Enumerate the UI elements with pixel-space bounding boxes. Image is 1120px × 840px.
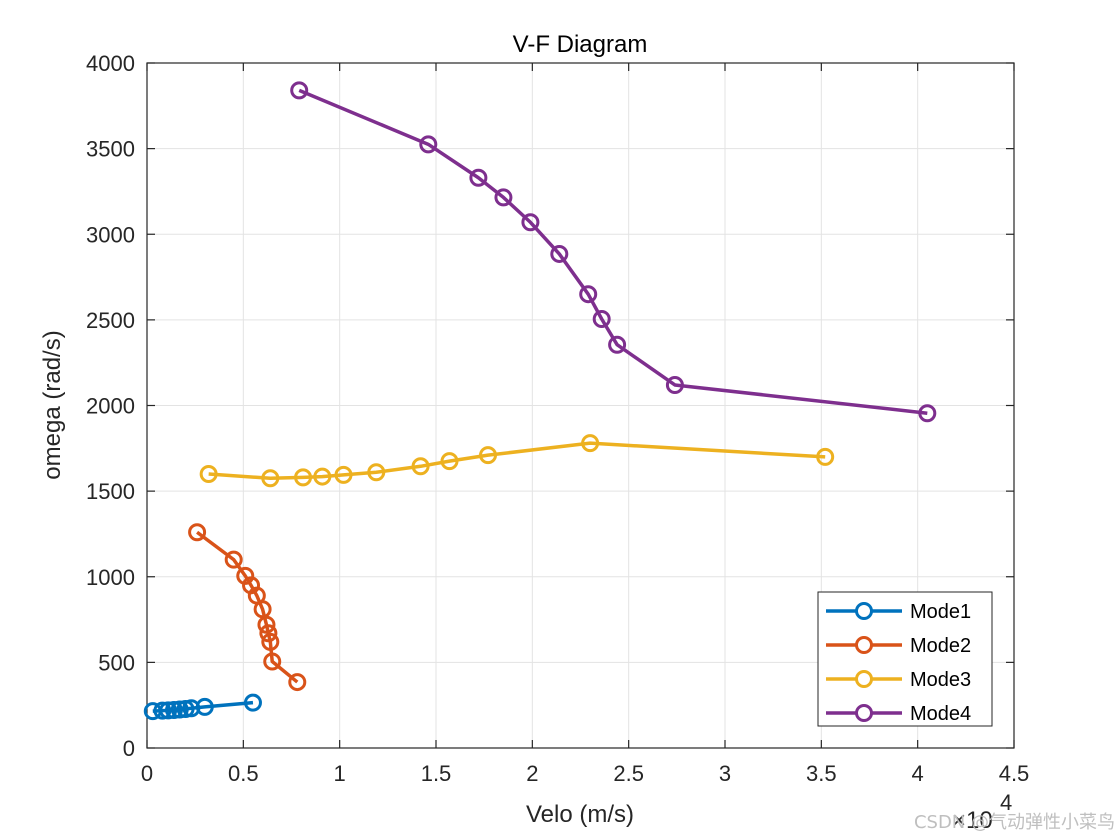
series-line-mode4 [298,88,928,415]
legend-label-mode1: Mode1 [910,601,971,623]
chart-title: V-F Diagram [513,31,648,58]
data-point-mode4 [665,375,684,394]
watermark: CSDN @气动弹性小菜鸟 [914,812,1115,833]
data-point-mode3 [367,463,386,482]
data-point-mode1 [153,701,172,720]
series-mode4 [290,81,937,423]
data-point-mode3 [334,465,353,484]
legend-label-mode3: Mode3 [910,669,971,691]
data-point-mode3 [313,467,332,486]
data-point-mode3 [199,465,218,483]
y-tick-label: 2000 [86,394,135,419]
data-point-mode2 [257,615,276,634]
x-tick-label: 4 [912,761,924,786]
data-point-mode2 [188,523,207,542]
x-tick-label: 3.5 [806,761,837,786]
data-point-mode4 [521,213,540,232]
x-tick-label: 2.5 [613,761,644,786]
data-point-mode3 [581,434,600,453]
data-point-mode1 [243,693,262,712]
y-axis-label: omega (rad/s) [39,330,66,479]
y-tick-label: 4000 [86,51,135,76]
legend-entry-mode4: Mode4 [826,703,971,725]
legend-marker-mode3 [855,670,873,688]
data-point-mode3 [440,452,459,471]
legend-label-mode2: Mode2 [910,635,971,657]
legend-entry-mode3: Mode3 [826,669,971,691]
x-tick-label: 1 [334,761,346,786]
data-point-mode1 [195,697,214,716]
data-point-mode4 [469,168,488,187]
x-scale-exponent: 4 [1000,790,1012,815]
x-tick-label: 0 [141,761,153,786]
series-mode3 [199,434,835,488]
legend-marker-mode2 [855,636,873,654]
data-point-mode3 [816,447,835,466]
legend-entry-mode1: Mode1 [826,601,971,623]
data-point-mode4 [290,81,309,100]
legend-label-mode4: Mode4 [910,703,971,725]
x-tick-label: 1.5 [421,761,452,786]
y-tick-label: 0 [123,736,135,761]
data-point-mode2 [224,550,243,569]
y-tick-label: 2500 [86,308,135,333]
data-point-mode2 [261,632,280,651]
y-axis-ticks: 0 500 1000 1500 2000 2500 3000 3500 4000 [86,51,1014,761]
data-point-mode4 [608,335,627,354]
data-point-mode1 [170,700,189,719]
data-point-mode3 [294,468,313,487]
data-point-mode1 [164,700,183,719]
legend-box [817,591,993,727]
y-tick-label: 500 [98,650,135,675]
x-tick-label: 2 [526,761,538,786]
data-point-mode3 [261,469,280,488]
x-axis-label: Velo (m/s) [526,801,634,828]
legend-entry-mode2: Mode2 [826,635,971,657]
x-tick-label: 4.5 [999,761,1030,786]
data-point-mode4 [918,404,937,423]
data-point-mode3 [479,446,498,465]
x-scale-factor: ×10 [952,807,993,834]
y-tick-label: 1500 [86,479,135,504]
data-point-mode4 [419,135,438,154]
data-point-mode4 [592,310,611,329]
data-point-mode4 [579,285,598,304]
legend-marker-mode1 [855,602,873,620]
y-tick-label: 3000 [86,222,135,247]
series-line-mode1 [152,700,254,713]
series-mode1 [143,693,262,721]
data-point-mode2 [288,673,307,692]
x-tick-label: 0.5 [228,761,259,786]
x-tick-label: 3 [719,761,731,786]
data-point-mode2 [259,624,278,643]
data-point-mode3 [411,457,430,476]
data-point-mode2 [263,652,282,671]
x-axis-ticks: 0 0.5 1 1.5 2 2.5 3 3.5 4 4.5 [141,63,1029,786]
legend-marker-mode4 [855,704,873,722]
legend: Mode1 Mode2 Mode3 Mode4 [817,591,993,727]
series-group [143,81,937,721]
y-tick-label: 3500 [86,137,135,162]
y-tick-label: 1000 [86,565,135,590]
series-mode2 [188,523,307,692]
series-line-mode3 [208,441,826,481]
data-point-mode1 [159,701,178,720]
data-point-mode4 [550,244,569,263]
data-point-mode4 [494,188,513,207]
